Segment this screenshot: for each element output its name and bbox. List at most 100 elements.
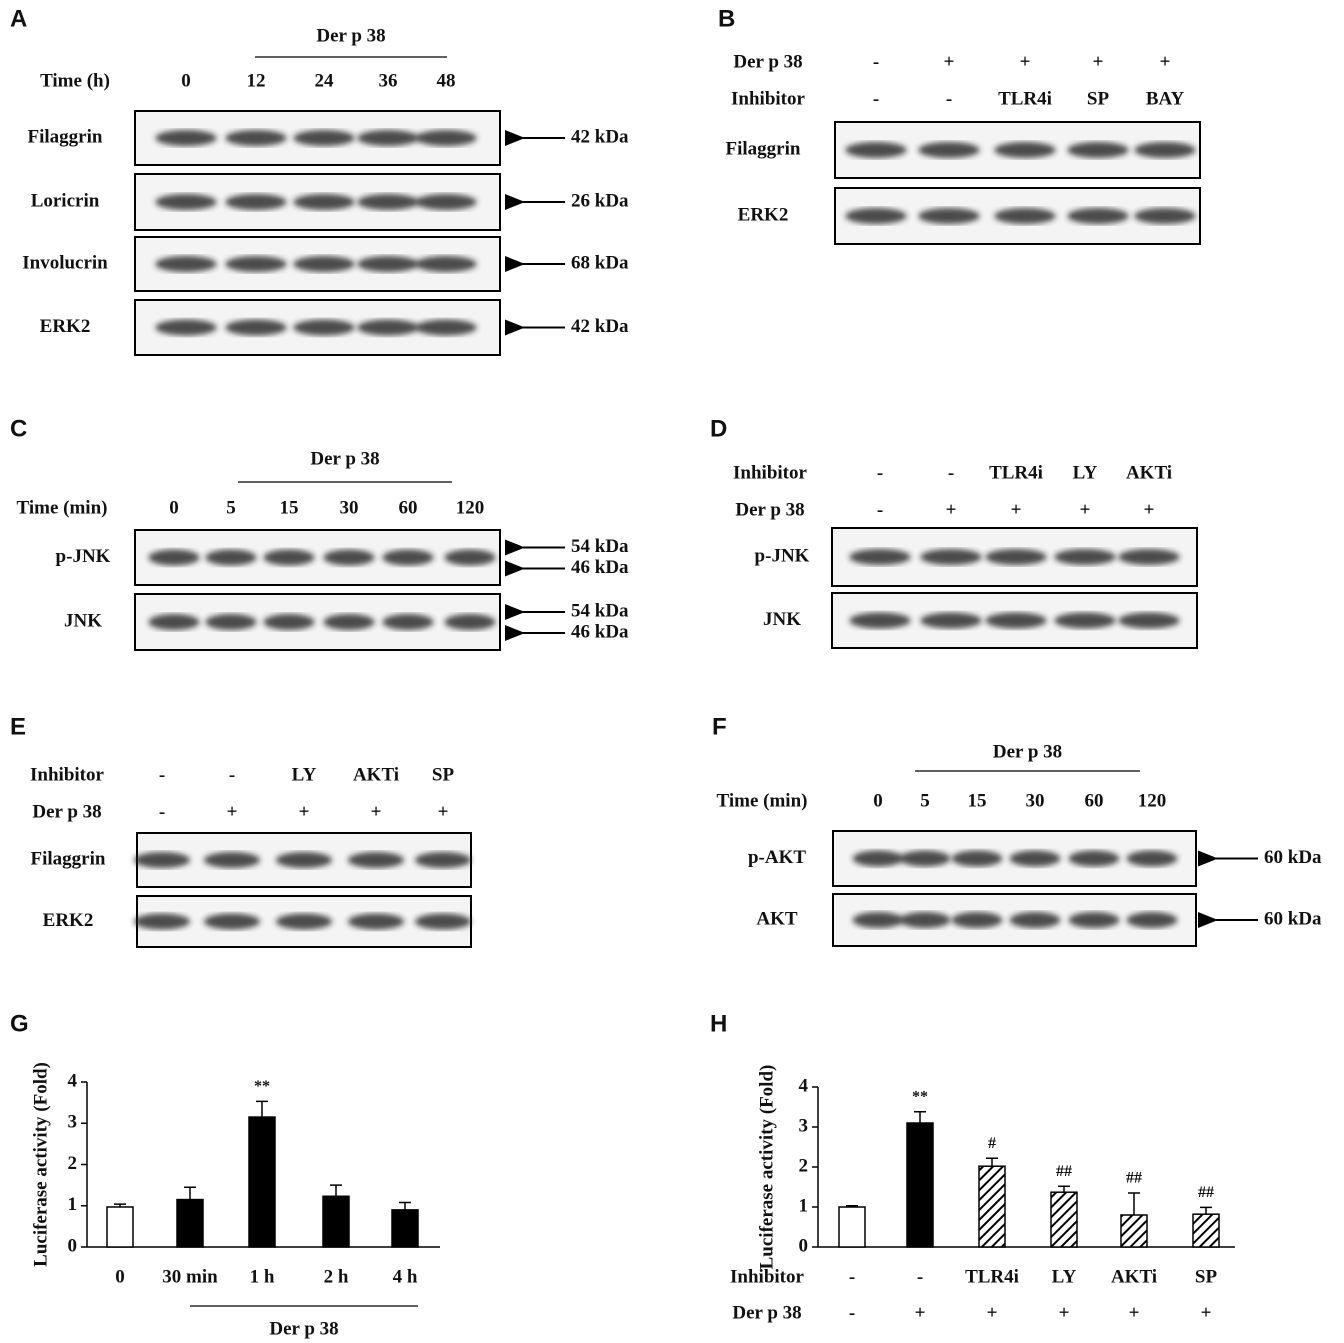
bar <box>1192 1213 1220 1248</box>
blot-name: p-AKT <box>748 847 806 868</box>
y-tick-label: 2 <box>68 1153 78 1174</box>
condition-value: BAY <box>1146 88 1185 109</box>
panel-label: H <box>710 1010 727 1037</box>
condition-value: AKTi <box>1111 1266 1157 1287</box>
bar <box>1050 1191 1078 1248</box>
condition-value: 0 <box>169 497 179 518</box>
condition-value: - <box>877 462 883 483</box>
condition-name: Inhibitor <box>731 88 805 109</box>
condition-value: - <box>948 462 954 483</box>
condition-value: LY <box>1052 1266 1077 1287</box>
significance: ** <box>912 1088 928 1105</box>
band <box>357 319 419 336</box>
band-size: 60 kDa <box>1264 847 1322 868</box>
band <box>994 142 1056 158</box>
band <box>203 852 261 868</box>
band <box>1054 612 1116 629</box>
band <box>920 549 982 565</box>
band <box>415 256 477 272</box>
blot-name: p-JNK <box>56 546 111 567</box>
condition-value: + <box>371 801 382 822</box>
band <box>323 549 375 566</box>
band <box>1134 208 1196 224</box>
panel-label: G <box>10 1010 29 1037</box>
band <box>293 194 355 210</box>
error-bar <box>1200 1206 1212 1215</box>
treatment-header: Der p 38 <box>316 25 385 46</box>
blot-name: JNK <box>64 610 102 631</box>
error-bar <box>256 1100 268 1118</box>
condition-value: SP <box>1195 1266 1218 1287</box>
band <box>155 319 217 336</box>
band <box>347 913 405 930</box>
blot-name: ERK2 <box>43 910 94 931</box>
error-bar <box>986 1157 998 1167</box>
band <box>444 614 496 630</box>
band <box>415 194 477 210</box>
condition-value: + <box>1093 51 1104 72</box>
blot-name: JNK <box>763 609 801 630</box>
band <box>293 319 355 336</box>
y-axis-label: Luciferase activity (Fold) <box>756 1065 777 1270</box>
treatment-header: Der p 38 <box>310 448 379 469</box>
band <box>155 256 217 272</box>
condition-value: - <box>873 51 879 72</box>
condition-value: + <box>946 499 957 520</box>
band <box>357 130 419 146</box>
band <box>225 319 287 336</box>
condition-value: + <box>987 1302 998 1323</box>
condition-value: LY <box>292 764 317 785</box>
y-tick-label: 1 <box>68 1194 78 1215</box>
panel-label: E <box>10 713 26 740</box>
significance: ** <box>254 1078 270 1095</box>
x-tick-label: 0 <box>115 1266 125 1287</box>
band <box>1126 850 1178 867</box>
condition-value: 120 <box>1138 790 1167 811</box>
panel-label: C <box>10 415 27 442</box>
band <box>225 130 287 146</box>
condition-value: - <box>849 1266 855 1287</box>
significance: ## <box>1126 1170 1142 1187</box>
band <box>994 208 1056 224</box>
panel-label: B <box>718 5 735 32</box>
condition-name: Der p 38 <box>32 801 101 822</box>
condition-value: + <box>1144 499 1155 520</box>
band <box>918 142 980 158</box>
significance: ## <box>1056 1163 1072 1180</box>
condition-value: 24 <box>315 70 335 91</box>
band-size: 46 kDa <box>571 621 629 642</box>
condition-value: + <box>1059 1302 1070 1323</box>
band <box>415 130 477 146</box>
blot-name: p-JNK <box>755 545 810 566</box>
condition-value: + <box>1080 499 1091 520</box>
band <box>263 549 315 566</box>
condition-name: Time (min) <box>17 497 108 518</box>
band <box>1067 142 1129 158</box>
y-tick-label: 1 <box>799 1195 809 1216</box>
condition-name: Der p 38 <box>732 1302 801 1323</box>
band <box>1054 549 1116 565</box>
band-size: 68 kDa <box>571 252 629 273</box>
condition-value: LY <box>1073 462 1098 483</box>
blot-name: Filaggrin <box>726 138 801 159</box>
band-size: 26 kDa <box>571 190 629 211</box>
error-bar <box>1058 1185 1070 1193</box>
band <box>203 913 261 930</box>
condition-name: Inhibitor <box>730 1266 804 1287</box>
band <box>414 913 472 930</box>
band <box>985 549 1047 565</box>
band <box>849 612 911 629</box>
band <box>852 912 904 928</box>
band <box>918 208 980 224</box>
band <box>1067 208 1129 224</box>
band <box>1009 912 1061 928</box>
band-size: 46 kDa <box>571 557 629 578</box>
condition-value: SP <box>1087 88 1110 109</box>
error-bar <box>184 1186 196 1200</box>
condition-name: Time (h) <box>40 70 110 91</box>
y-tick-label: 4 <box>68 1070 78 1091</box>
panel-label: D <box>710 415 727 442</box>
group-label: Der p 38 <box>269 1318 338 1339</box>
error-bar <box>846 1205 858 1207</box>
blot-name: Filaggrin <box>28 126 103 147</box>
